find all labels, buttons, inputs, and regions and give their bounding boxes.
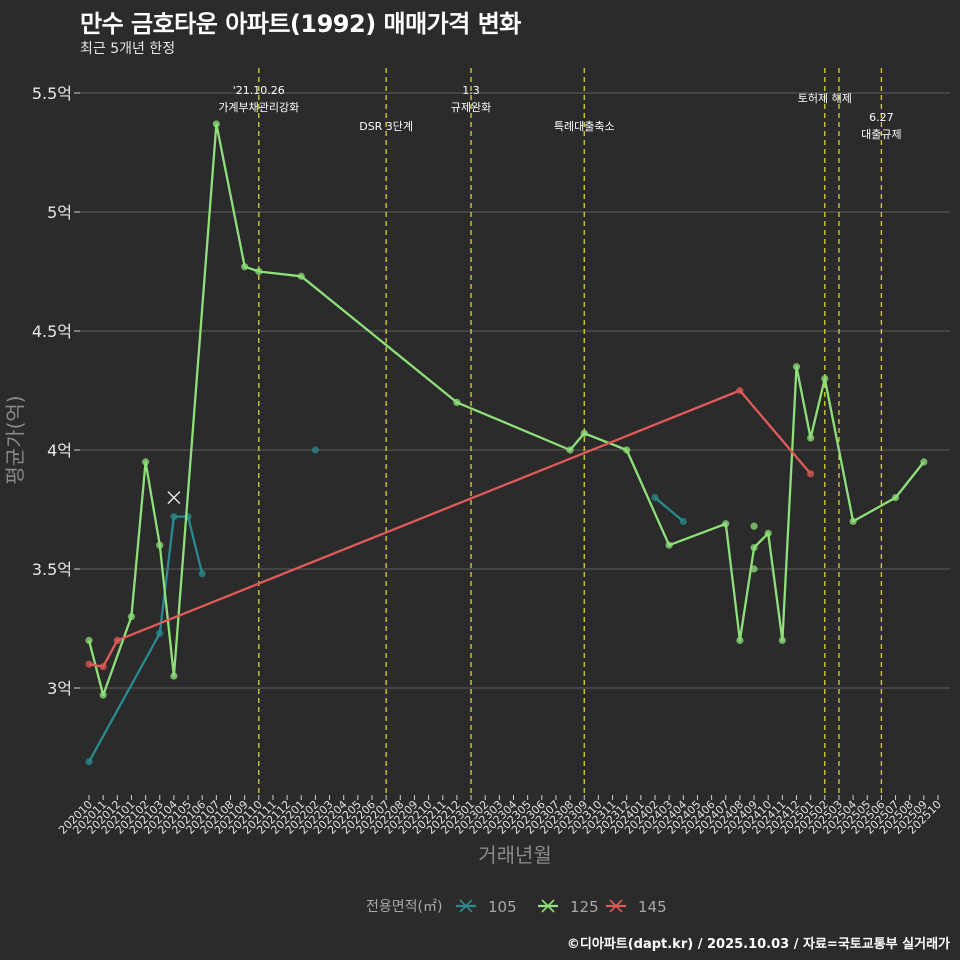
series-125-point bbox=[807, 434, 815, 442]
legend-label-145: 145 bbox=[638, 898, 667, 916]
series-125-point bbox=[453, 398, 461, 406]
series-125-point bbox=[580, 429, 588, 437]
series-145-point bbox=[99, 662, 107, 671]
event-annotation: DSR 3단계 bbox=[359, 120, 413, 133]
series-125-point bbox=[142, 458, 150, 466]
series-125-point bbox=[920, 458, 928, 466]
series-105-point bbox=[170, 513, 178, 521]
grid-lines bbox=[80, 92, 950, 689]
series-125-point bbox=[170, 672, 178, 680]
series-125-point bbox=[99, 691, 107, 699]
series-125-point bbox=[212, 120, 220, 128]
y-tick-label: 5.5억 bbox=[32, 84, 72, 103]
event-annotation: 토허제 해제 bbox=[798, 91, 852, 105]
series-group bbox=[85, 120, 928, 766]
series-125-point bbox=[566, 446, 574, 454]
series-125-line bbox=[87, 122, 925, 697]
y-tick-label: 5억 bbox=[47, 203, 72, 222]
series-125-point bbox=[778, 636, 786, 645]
y-axis: 3억 3.5억 4억 4.5억 5억 5.5억 bbox=[32, 84, 80, 698]
series-125-point bbox=[127, 613, 136, 621]
series-105-point bbox=[311, 446, 319, 454]
series-145-point bbox=[807, 470, 815, 478]
series-125-point bbox=[750, 522, 758, 530]
legend-label-125: 125 bbox=[570, 898, 599, 916]
source-credit: ©디아파트(dapt.kr) / 2025.10.03 / 자료=국토교통부 실… bbox=[566, 937, 950, 952]
series-125-point bbox=[750, 543, 758, 552]
event-annotation: 6.27 bbox=[869, 111, 894, 124]
y-tick-label: 3.5억 bbox=[32, 560, 72, 579]
series-125-point bbox=[891, 494, 900, 502]
series-105-point bbox=[85, 758, 93, 766]
series-125-point bbox=[821, 375, 829, 383]
series-145-point bbox=[85, 660, 93, 668]
series-145-point bbox=[736, 386, 744, 395]
y-tick-label: 3억 bbox=[47, 679, 72, 698]
chart-subtitle: 최근 5개년 한정 bbox=[80, 41, 176, 57]
cross-marker bbox=[167, 491, 181, 505]
event-annotation: 대출규제 bbox=[861, 128, 901, 141]
series-105-line-2 bbox=[654, 496, 685, 523]
event-annotation: 규제완화 bbox=[451, 101, 491, 114]
legend-swatch-105-mark bbox=[459, 899, 473, 913]
x-axis: 2020102020112020122021012021022021032021… bbox=[56, 795, 944, 837]
series-145-point bbox=[113, 636, 121, 645]
series-125-point bbox=[750, 565, 758, 573]
series-145-line bbox=[88, 389, 812, 668]
series-125-point bbox=[792, 363, 801, 371]
series-125-point bbox=[665, 541, 673, 549]
legend-swatch-125-mark bbox=[541, 899, 555, 913]
event-annotation: 1.3 bbox=[462, 84, 480, 97]
legend-swatch-145-mark bbox=[609, 899, 623, 913]
y-axis-label: 평균가(억) bbox=[3, 395, 27, 484]
legend-title: 전용면적(㎡) bbox=[366, 899, 442, 915]
x-axis-label: 거래년월 bbox=[478, 843, 552, 867]
series-125-point bbox=[736, 636, 744, 645]
series-105-point bbox=[156, 629, 164, 637]
series-125-point bbox=[297, 272, 305, 280]
legend-label-105: 105 bbox=[488, 898, 517, 916]
series-125-point bbox=[764, 529, 772, 537]
series-125-point bbox=[849, 517, 857, 526]
event-annotation: 가계부채관리강화 bbox=[218, 101, 299, 114]
series-125-point bbox=[156, 541, 164, 549]
series-105-point bbox=[651, 494, 659, 502]
legend: 전용면적(㎡) 105 125 145 bbox=[366, 898, 667, 916]
series-125-point bbox=[722, 520, 730, 528]
cross-marker-stroke bbox=[167, 491, 181, 505]
series-125-point bbox=[85, 636, 93, 645]
series-125-point bbox=[241, 263, 249, 271]
series-105-point bbox=[679, 517, 687, 526]
series-105-point bbox=[198, 570, 206, 578]
series-125-point bbox=[623, 446, 631, 454]
chart-title: 만수 금호타운 아파트(1992) 매매가격 변화 bbox=[80, 10, 521, 38]
y-tick-label: 4억 bbox=[47, 441, 72, 460]
series-105-line bbox=[87, 515, 204, 763]
event-annotation: 특례대출축소 bbox=[554, 120, 615, 133]
event-annotation: '21.10.26 bbox=[233, 84, 285, 97]
y-tick-label: 4.5억 bbox=[32, 322, 72, 341]
series-125-point bbox=[255, 267, 263, 276]
